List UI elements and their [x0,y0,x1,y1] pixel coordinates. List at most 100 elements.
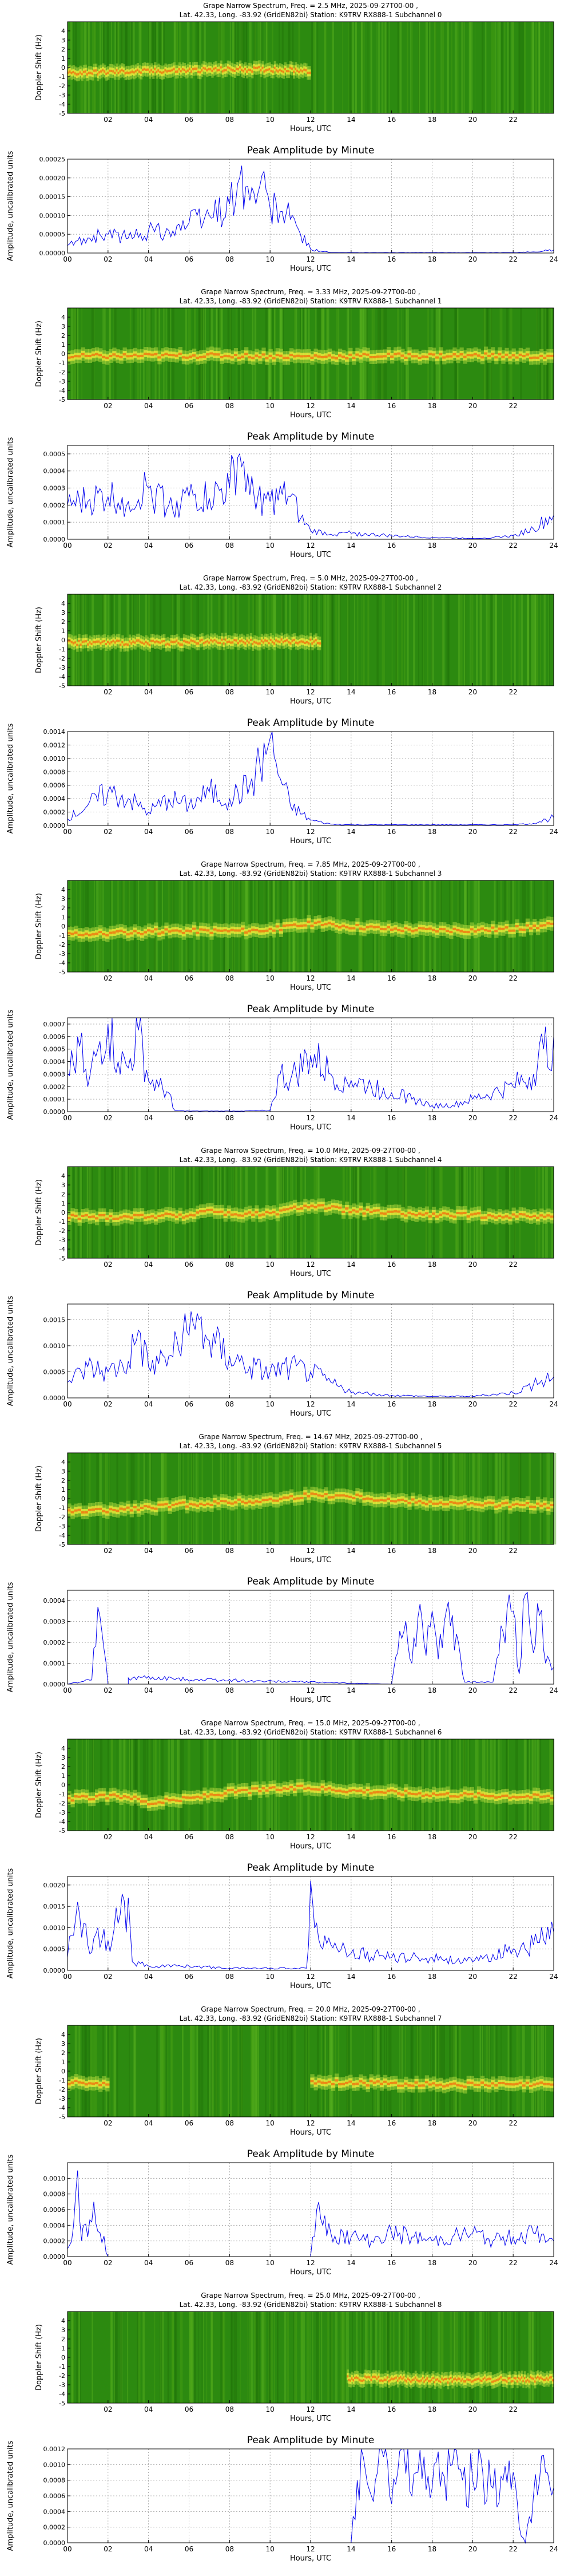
spectrogram-texture [516,2025,519,2117]
signal-core [124,72,127,75]
signal-core [157,356,162,359]
y-axis-label: Amplitude, uncalibrated units [6,1295,15,1406]
y-tick-label: 0.0010 [43,755,66,762]
x-tick-label: 16 [387,1547,396,1555]
signal-core [88,1798,93,1801]
signal-core [185,356,190,359]
signal-core [253,66,256,69]
spectrogram-texture [315,22,316,113]
spectrogram-texture [179,1739,182,1831]
signal-core [466,931,471,934]
y-axis-label: Doppler Shift (Hz) [35,34,43,101]
spectrogram-texture [485,22,487,113]
spectrogram-texture [69,880,72,972]
spectrogram-texture [435,22,436,113]
y-tick-label: 0.0003 [43,1618,66,1626]
signal-core [77,355,82,358]
spectrogram-texture [481,22,484,113]
signal-core [81,934,85,937]
signal-core [337,926,343,929]
signal-core [190,639,193,642]
signal-core [480,1216,485,1219]
signal-core [122,1215,127,1218]
signal-core [237,1789,242,1792]
spectrogram-texture [212,2025,214,2117]
signal-core [185,1215,190,1218]
signal-core [345,1207,349,1210]
spectrogram-texture [351,22,355,113]
signal-core [529,1506,534,1508]
spectrogram-texture [96,880,99,972]
chart-title: Peak Amplitude by Minute [247,145,375,156]
signal-core [152,639,155,642]
y-tick-label: 0.0007 [43,1021,66,1028]
signal-core [532,1506,537,1508]
signal-core [192,68,195,70]
spectrogram-texture [367,594,370,686]
signal-core [285,924,291,927]
signal-core [150,639,153,642]
signal-core [240,1214,245,1217]
signal-core [536,1793,541,1796]
signal-core [327,1496,332,1499]
signal-core [376,355,381,358]
signal-core [240,927,245,930]
x-tick-label: 12 [306,828,315,836]
signal-core [501,1502,506,1505]
signal-core [307,1495,311,1498]
spectrogram-texture [494,1453,497,1544]
spectrogram-texture [213,1739,216,1831]
signal-core [206,1795,210,1798]
signal-core [470,928,474,931]
signal-core [508,1796,513,1799]
spectrogram-texture [346,2025,348,2117]
signal-core [98,1214,103,1216]
signal-core [291,639,294,642]
signal-core [165,643,168,646]
spectrogram-texture [446,594,449,686]
signal-core [355,353,360,356]
amplitude-line-chart: Peak Amplitude by Minute0.00000.00050.00… [6,1290,558,1418]
signal-core [275,354,280,357]
signal-core [110,641,113,643]
y-tick-label: -3 [59,950,65,958]
signal-core [112,353,117,356]
spectrogram-texture [214,2025,218,2117]
signal-core [525,1215,530,1218]
signal-core [324,355,328,358]
x-tick-label: 24 [549,1973,558,1981]
signal-core [379,1791,384,1793]
spectrogram-texture [522,2025,525,2117]
spectrogram-texture [548,594,550,686]
spectrogram-texture [161,1739,164,1831]
spectrogram-texture [413,594,415,686]
x-tick-label: 06 [185,542,193,550]
x-tick-label: 02 [104,688,112,696]
signal-core [525,1795,530,1797]
spectrogram-texture [507,22,510,113]
spectrogram-texture [535,594,538,686]
signal-core [476,1212,482,1215]
chart-title: Peak Amplitude by Minute [247,1003,375,1015]
signal-core [201,638,204,641]
signal-core [150,1215,155,1218]
signal-core [121,641,124,643]
spectrogram-texture [378,22,380,113]
signal-core [476,354,482,357]
signal-core [105,1797,110,1800]
signal-core [74,641,77,644]
signal-core [449,355,454,358]
spectrogram-texture [425,22,428,113]
signal-core [70,1799,75,1802]
spectrogram-texture [496,22,499,113]
spectrogram-texture [424,1739,425,1831]
signal-core [394,1210,398,1213]
signal-core [483,1794,488,1797]
signal-core [258,930,263,933]
signal-core [149,70,152,73]
signal-core [239,640,242,643]
signal-core [289,1785,294,1788]
signal-core [473,1795,478,1798]
x-tick-label: 10 [266,1114,275,1122]
chart-title-line-1: Grape Narrow Spectrum, Freq. = 5.0 MHz, … [203,574,418,582]
